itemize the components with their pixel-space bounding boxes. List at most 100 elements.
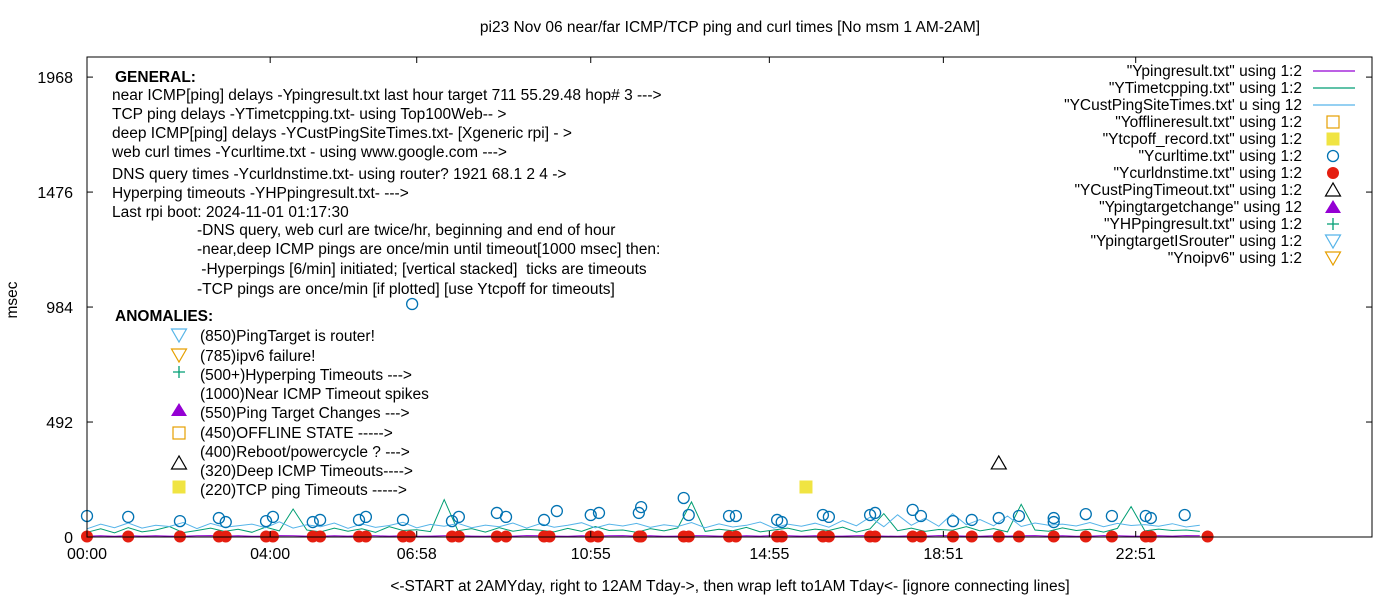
note-line: -TCP pings are once/min [if plotted] [us… <box>197 281 615 298</box>
y-axis-label: msec <box>4 281 21 318</box>
data-point <box>212 511 226 525</box>
anomaly-label: (1000)Near ICMP Timeout spikes <box>200 386 429 403</box>
series-line-2 <box>86 512 1200 530</box>
anomaly-marker-icon <box>173 366 185 378</box>
legend-marker-sample <box>1326 149 1340 163</box>
x-tick-label: 04:00 <box>250 546 290 563</box>
circle-mark <box>592 506 606 520</box>
plus-mark <box>173 366 185 378</box>
circle-mark <box>632 506 645 520</box>
circle-mark <box>1326 149 1340 163</box>
anomaly-label: (320)Deep ICMP Timeouts----> <box>200 463 413 480</box>
legend-label: "Ycurltime.txt" using 1:2 <box>1139 148 1302 165</box>
square-mark <box>1326 132 1340 146</box>
anomaly-item: (550)Ping Target Changes ---> <box>171 403 410 422</box>
y-tick-label: 1476 <box>37 185 73 202</box>
square-mark <box>799 480 813 494</box>
anomaly-item: (850)PingTarget is router! <box>170 328 375 345</box>
dot-mark <box>1327 167 1339 179</box>
data-point <box>990 454 1008 470</box>
axis-ticks: 00:00 04:00 06:58 10:55 14:55 18:51 22:51 0 492 9… <box>37 57 1372 563</box>
data-point <box>868 506 882 520</box>
legend-label: "Ytcpoff_record.txt" using 1:2 <box>1103 131 1302 148</box>
circle-mark <box>537 513 551 527</box>
legend-item: "YpingtargetISrouter" using 1:2 <box>1091 233 1342 250</box>
plus-mark <box>1327 218 1339 230</box>
down-triangle-mark <box>170 348 188 364</box>
legend-item: "YHPpingresult.txt" using 1:2 <box>1104 216 1339 233</box>
anomaly-item: (500+)Hyperping Timeouts ---> <box>173 366 412 384</box>
data-point <box>992 511 1005 525</box>
legend-item: "Ypingresult.txt" using 1:2 <box>1127 63 1355 80</box>
triangle-mark <box>1325 200 1341 213</box>
legend-item: "Ypingtargetchange" using 12 <box>1099 199 1341 216</box>
data-point <box>1178 508 1191 522</box>
anomaly-item: (1000)Near ICMP Timeout spikes <box>200 386 429 403</box>
legend-marker-sample <box>1327 218 1339 230</box>
data-point <box>1047 511 1060 525</box>
legend-label: "YTimetcpping.txt" using 1:2 <box>1109 80 1302 97</box>
circle-mark <box>452 510 466 524</box>
anomalies-heading: ANOMALIES: <box>115 308 213 325</box>
anomaly-label: (500+)Hyperping Timeouts ---> <box>200 367 412 384</box>
chart-title: pi23 Nov 06 near/far ICMP/TCP ping and c… <box>480 19 980 36</box>
data-point <box>266 510 280 524</box>
data-point <box>396 513 410 527</box>
circle-mark <box>445 514 459 528</box>
note-line: -near,deep ICMP pings are once/min until… <box>197 241 660 258</box>
legend-marker-sample <box>1324 251 1342 267</box>
circle-mark <box>1079 507 1092 521</box>
anomaly-item: (400)Reboot/powercycle ? ---> <box>200 444 410 461</box>
data-point <box>775 515 788 529</box>
legend-marker-sample <box>1326 115 1340 129</box>
circle-mark <box>259 514 273 528</box>
legend-label: "YHPpingresult.txt" using 1:2 <box>1104 216 1302 233</box>
data-point <box>1079 507 1092 521</box>
circle-mark <box>584 508 597 522</box>
anomaly-label: (450)OFFLINE STATE -----> <box>200 425 393 442</box>
circle-mark <box>405 297 419 311</box>
legend-item: "Ycurldnstime.txt" using 1:2 <box>1114 165 1339 182</box>
circle-mark <box>816 508 830 522</box>
circle-mark <box>992 511 1005 525</box>
legend-item: "YCustPingTimeout.txt" using 1:2 <box>1074 181 1342 199</box>
anomaly-marker-icon <box>170 328 188 344</box>
anomalies-list: (850)PingTarget is router! (785)ipv6 fail… <box>170 328 429 499</box>
legend-marker-sample <box>1324 181 1342 197</box>
down-triangle-mark <box>170 328 188 344</box>
circle-mark <box>173 514 187 528</box>
x-tick-label: 06:58 <box>397 546 437 563</box>
circle-mark <box>1012 509 1026 523</box>
data-point <box>677 491 690 505</box>
data-point <box>682 508 695 522</box>
data-point <box>1144 511 1157 525</box>
data-point <box>313 513 327 527</box>
anomaly-marker-icon <box>170 454 188 470</box>
circle-mark <box>906 503 919 517</box>
circle-mark <box>359 510 373 524</box>
circle-mark <box>722 509 736 523</box>
data-point <box>359 510 373 524</box>
anomaly-marker-icon <box>170 348 188 364</box>
x-tick-label: 00:00 <box>67 546 107 563</box>
note-line: -DNS query, web curl are twice/hr, begin… <box>197 222 615 239</box>
circle-mark <box>1105 509 1119 523</box>
data-point <box>584 508 597 522</box>
general-heading: GENERAL: <box>115 69 196 86</box>
legend-item: "YTimetcpping.txt" using 1:2 <box>1109 80 1355 97</box>
data-point <box>729 509 743 523</box>
data-point <box>1047 515 1060 529</box>
circle-mark <box>634 500 648 514</box>
circle-mark <box>219 515 232 529</box>
circle-mark <box>775 515 788 529</box>
data-point <box>799 480 813 494</box>
circle-mark <box>946 514 960 528</box>
data-point <box>1012 509 1026 523</box>
circle-mark <box>1178 508 1191 522</box>
x-tick-label: 14:55 <box>749 546 789 563</box>
anomaly-item: (320)Deep ICMP Timeouts----> <box>170 454 413 480</box>
general-line: deep ICMP[ping] delays -YCustPingSiteTim… <box>112 125 572 142</box>
legend-label: "YCustPingSiteTimes.txt' u sing 12 <box>1064 97 1302 114</box>
data-point <box>173 514 187 528</box>
data-point <box>914 509 928 523</box>
